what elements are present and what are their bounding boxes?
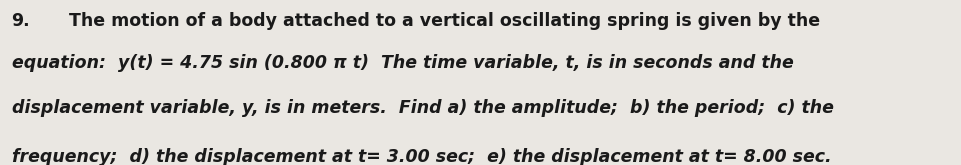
Text: displacement variable, y, is in meters.  Find a) the amplitude;  b) the period; : displacement variable, y, is in meters. …	[12, 99, 833, 117]
Text: equation:  y(t) = 4.75 sin (0.800 π t)  The time variable, t, is in seconds and : equation: y(t) = 4.75 sin (0.800 π t) Th…	[12, 54, 793, 72]
Text: 9.: 9.	[12, 12, 30, 30]
Text: frequency;  d) the displacement at t= 3.00 sec;  e) the displacement at t= 8.00 : frequency; d) the displacement at t= 3.0…	[12, 148, 831, 165]
Text: The motion of a body attached to a vertical oscillating spring is given by the: The motion of a body attached to a verti…	[69, 12, 821, 30]
